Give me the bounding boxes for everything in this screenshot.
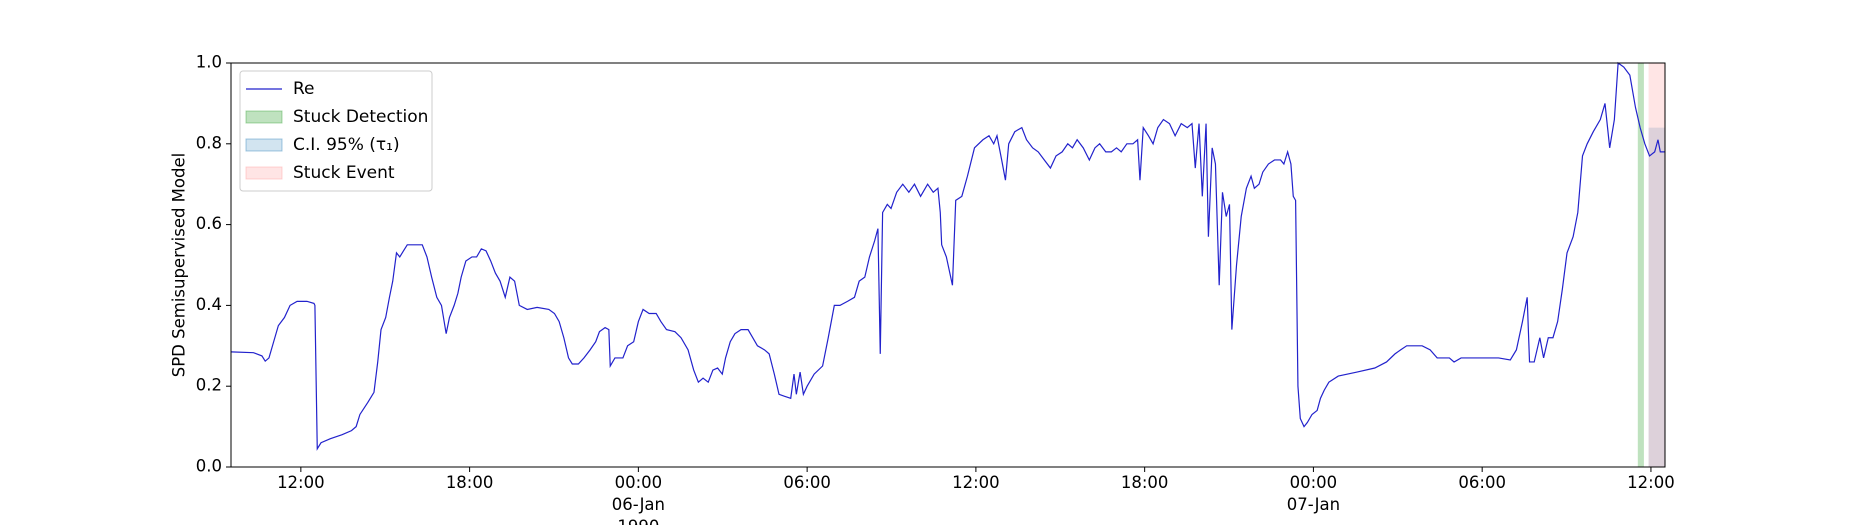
legend-label: Re	[293, 79, 315, 99]
span	[1637, 63, 1644, 467]
legend-label: Stuck Detection	[293, 107, 428, 127]
x-tick-label: 18:00	[446, 473, 494, 492]
data-line	[230, 61, 1665, 451]
x-tick-label: 06:00	[1458, 473, 1506, 492]
x-tick-label: 12:00	[1627, 473, 1675, 492]
span	[1648, 63, 1665, 467]
legend-patch	[245, 138, 283, 152]
span	[1648, 127, 1665, 467]
x-tick-label: 12:00	[952, 473, 1000, 492]
y-tick-label: 0.4	[196, 295, 222, 314]
y-tick-label: 0.2	[196, 376, 222, 395]
y-axis-label: SPD Semisupervised Model	[170, 153, 189, 377]
x-tick-label: 00:00 07-Jan	[1287, 473, 1340, 514]
legend-patch	[245, 166, 283, 180]
y-tick-label: 1.0	[196, 53, 222, 72]
y-tick-label: 0.0	[196, 457, 222, 476]
legend-label: C.I. 95% (τ₁)	[293, 135, 400, 155]
legend-box	[239, 70, 433, 192]
y-tick-label: 0.8	[196, 133, 222, 152]
legend-patch	[245, 110, 283, 124]
x-tick-label: 12:00	[277, 473, 325, 492]
legend-label: Stuck Event	[293, 163, 395, 183]
x-tick-label: 18:00	[1121, 473, 1169, 492]
y-tick-label: 0.6	[196, 214, 222, 233]
axes-frame	[230, 62, 1666, 468]
x-tick-label: 06:00	[783, 473, 831, 492]
